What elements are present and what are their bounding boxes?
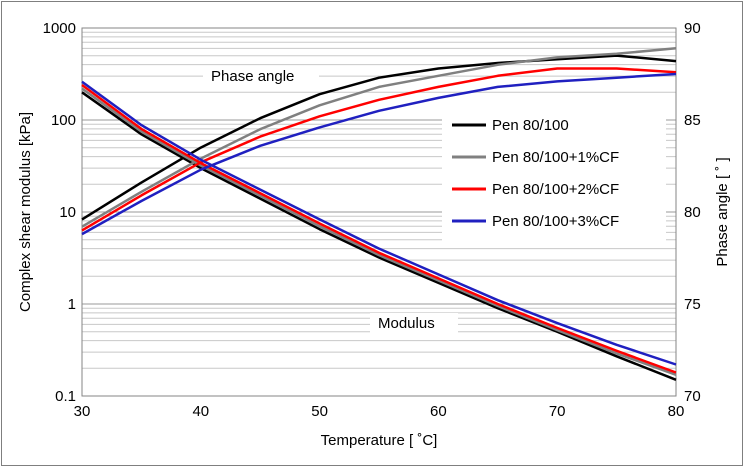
legend-label: Pen 80/100+2%CF	[492, 181, 619, 198]
phase-angle-series-line	[81, 67, 677, 232]
modulus-annotation-bg	[370, 313, 458, 334]
x-tick-label: 70	[549, 403, 566, 420]
y2-axis-title: Phase angle [ ˚ ]	[714, 157, 731, 266]
y-tick-label: 1000	[43, 20, 76, 37]
legend-background	[442, 107, 666, 241]
phase-angle-series-line	[81, 72, 677, 236]
legend-label: Pen 80/100	[492, 117, 569, 134]
phase-angle-annotation-bg	[203, 66, 319, 87]
x-tick-label: 80	[668, 403, 685, 420]
x-tick-label: 40	[192, 403, 209, 420]
x-tick-label: 60	[430, 403, 447, 420]
modulus-series-line	[81, 91, 677, 381]
modulus-annotation: Modulus	[378, 315, 435, 332]
y2-tick-label: 70	[684, 388, 701, 405]
y2-tick-label: 85	[684, 112, 701, 129]
y2-tick-label: 90	[684, 20, 701, 37]
legend-label: Pen 80/100+3%CF	[492, 213, 619, 230]
phase-angle-annotation: Phase angle	[211, 68, 294, 85]
x-tick-label: 30	[74, 403, 91, 420]
modulus-series-line	[81, 87, 677, 376]
plot-area	[81, 27, 677, 397]
phase-angle-series-line	[81, 46, 677, 228]
y-tick-label: 0.1	[55, 388, 76, 405]
modulus-series-line	[81, 80, 677, 366]
legend: Pen 80/100 Pen 80/100+1%CF Pen 80/100+2%CF…	[442, 107, 666, 241]
series-group	[81, 46, 677, 381]
x-tick-label: 50	[311, 403, 328, 420]
y2-tick-label: 75	[684, 296, 701, 313]
y-tick-label: 10	[59, 204, 76, 221]
y-axis-title: Complex shear modulus [kPa]	[17, 112, 34, 312]
y2-tick-label: 80	[684, 204, 701, 221]
legend-label: Pen 80/100+1%CF	[492, 149, 619, 166]
phase-angle-series-line	[81, 54, 677, 221]
modulus-series-line	[81, 83, 677, 374]
x-axis-title: Temperature [ ˚C]	[321, 432, 438, 449]
y-tick-label: 1	[68, 296, 76, 313]
y-tick-label: 100	[51, 112, 76, 129]
